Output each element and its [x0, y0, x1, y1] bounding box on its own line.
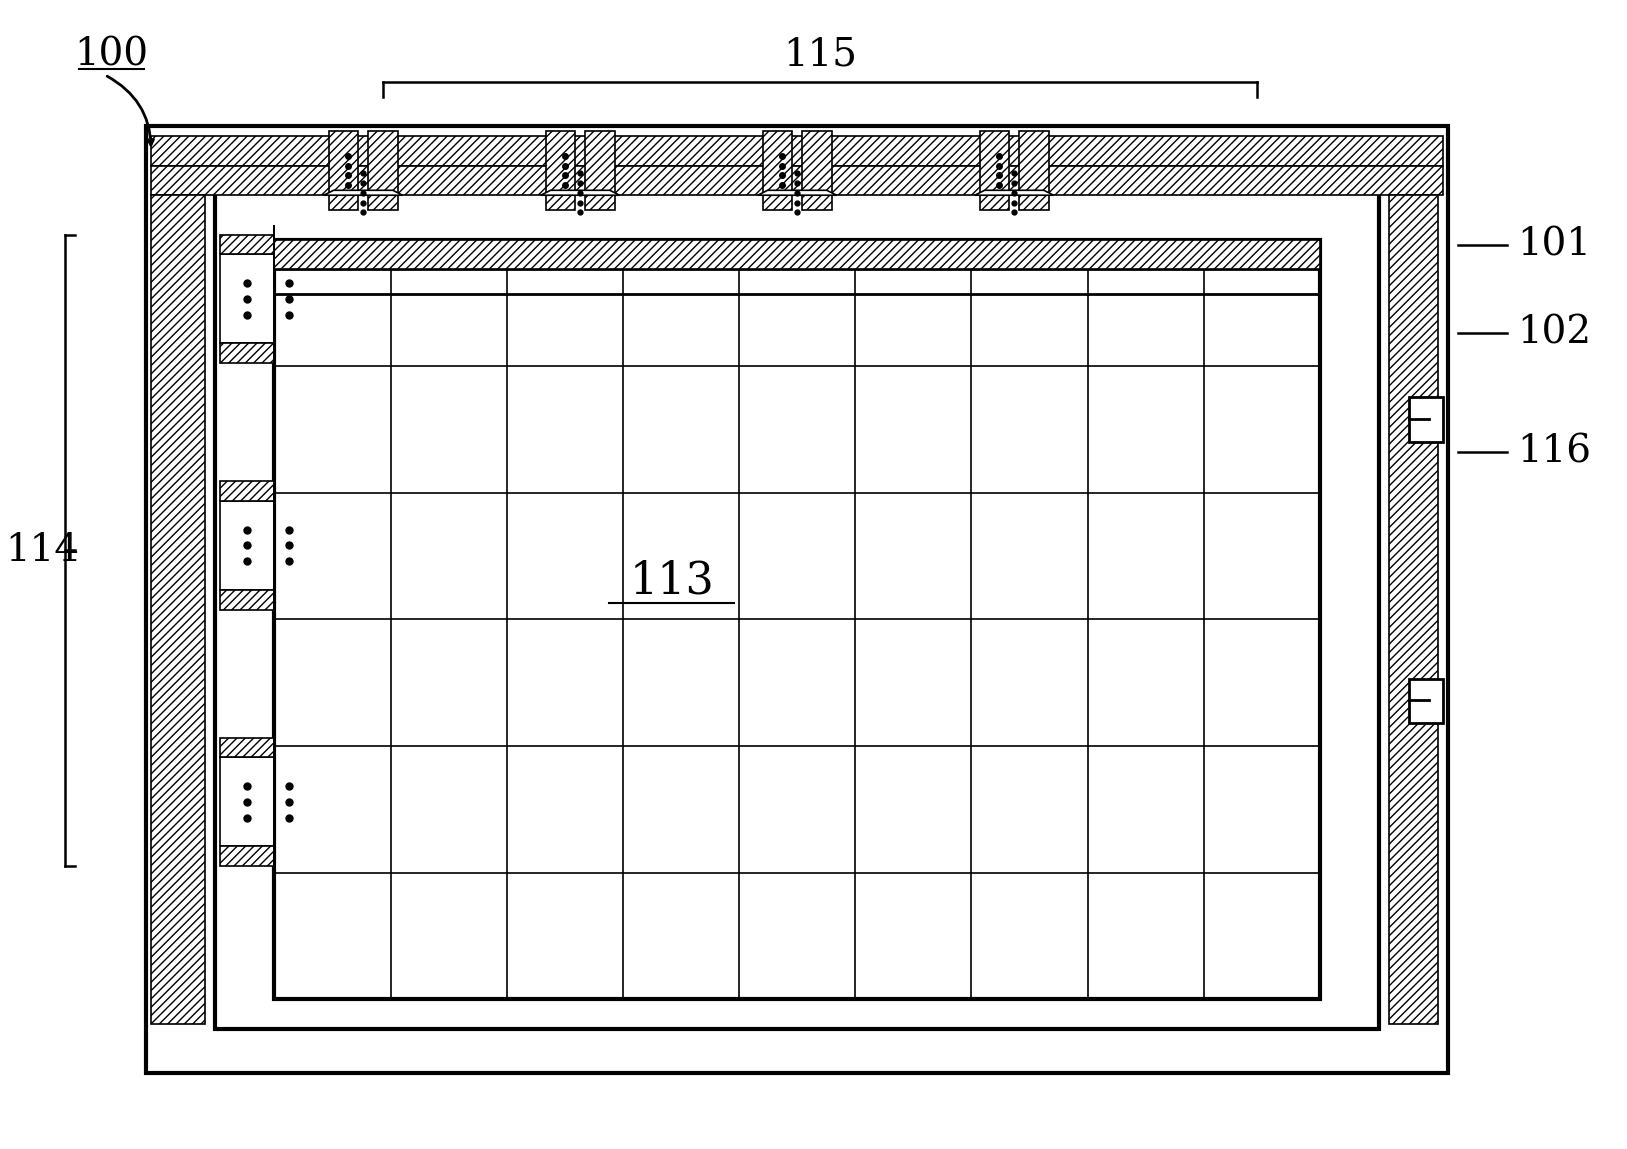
Bar	[329, 131, 358, 210]
Bar	[220, 254, 275, 344]
Bar	[763, 131, 792, 210]
Bar	[545, 131, 576, 210]
Bar	[151, 195, 205, 1024]
Bar	[220, 847, 275, 866]
Bar	[368, 131, 397, 210]
Bar	[151, 195, 205, 1024]
Bar	[586, 131, 615, 210]
Bar	[151, 136, 1443, 165]
Bar	[215, 191, 1380, 1028]
Bar	[151, 136, 1443, 165]
Bar	[1019, 131, 1049, 210]
Bar	[802, 131, 831, 210]
Bar	[220, 234, 275, 254]
Bar	[151, 165, 1443, 195]
Bar	[1389, 195, 1438, 1024]
Bar	[220, 589, 275, 609]
Bar	[146, 126, 1448, 1073]
Bar	[220, 481, 275, 501]
Bar	[1409, 398, 1443, 442]
Bar	[1019, 131, 1049, 210]
Text: 101: 101	[1518, 226, 1591, 263]
Bar	[368, 131, 397, 210]
Bar	[1409, 679, 1443, 723]
Bar	[220, 234, 275, 254]
Bar	[220, 757, 275, 847]
Bar	[151, 165, 1443, 195]
Text: 116: 116	[1518, 433, 1591, 470]
Text: 102: 102	[1518, 315, 1591, 352]
Bar	[220, 847, 275, 866]
Bar	[275, 240, 1319, 1000]
Bar	[275, 240, 1319, 269]
Bar	[220, 481, 275, 501]
Bar	[275, 240, 1319, 269]
Bar	[979, 131, 1009, 210]
Polygon shape	[324, 191, 402, 195]
Polygon shape	[540, 191, 620, 195]
Bar	[220, 738, 275, 757]
Bar	[763, 131, 792, 210]
Text: 114: 114	[5, 532, 80, 569]
Bar	[220, 344, 275, 363]
Bar	[545, 131, 576, 210]
Bar	[1389, 195, 1438, 1024]
Bar	[979, 131, 1009, 210]
Bar	[220, 501, 275, 589]
Bar	[329, 131, 358, 210]
Text: 115: 115	[783, 37, 857, 74]
Polygon shape	[975, 191, 1054, 195]
Bar	[220, 738, 275, 757]
Bar	[220, 344, 275, 363]
Bar	[220, 589, 275, 609]
Text: 113: 113	[630, 560, 714, 603]
Text: 100: 100	[75, 37, 148, 74]
Polygon shape	[758, 191, 836, 195]
Bar	[802, 131, 831, 210]
Bar	[586, 131, 615, 210]
